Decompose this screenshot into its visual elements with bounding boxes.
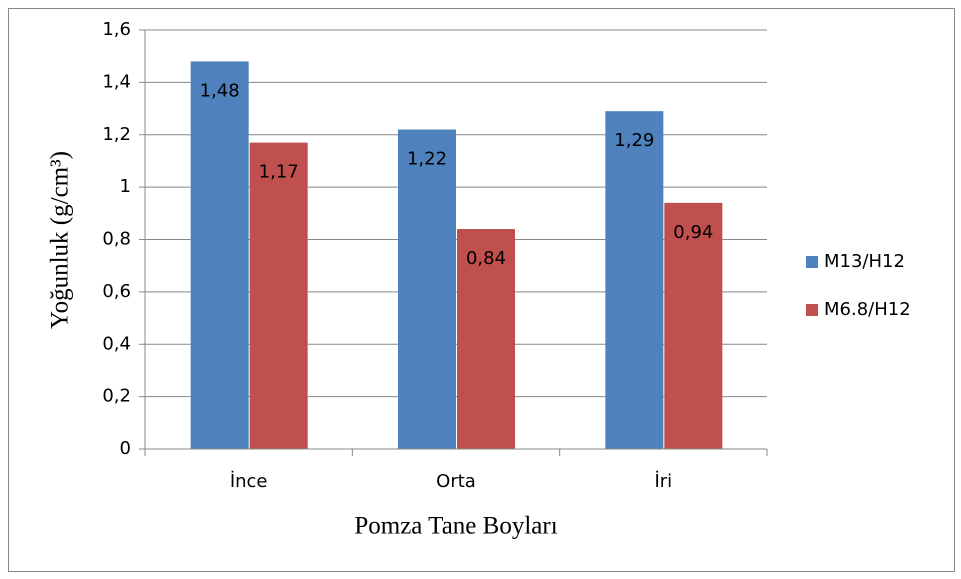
y-tick-label: 0,2 [102, 386, 131, 407]
x-tick-label: Orta [436, 471, 476, 492]
legend-swatch [806, 256, 818, 268]
legend-swatch [806, 304, 818, 316]
legend-label: M13/H12 [824, 251, 905, 272]
x-tick-label: İnce [230, 471, 268, 492]
x-axis-title: Pomza Tane Boyları [354, 513, 557, 540]
y-tick-label: 0,4 [102, 333, 131, 354]
y-tick-label: 0 [120, 438, 131, 459]
bar [664, 202, 723, 449]
bar [249, 142, 308, 449]
y-axis-title: Yoğunluk (g/cm³) [47, 151, 74, 329]
data-label: 1,48 [200, 80, 240, 101]
data-label: 1,29 [614, 130, 654, 151]
bar [457, 229, 515, 449]
bar [190, 61, 249, 450]
y-tick-label: 1,2 [102, 124, 131, 145]
y-tick-label: 0,6 [102, 281, 131, 302]
y-tick-label: 1,4 [102, 71, 131, 92]
data-label: 0,94 [673, 222, 713, 243]
y-tick-label: 0,8 [102, 229, 131, 250]
x-tick-label: İri [654, 471, 672, 492]
data-label: 1,22 [407, 149, 447, 170]
legend-label: M6.8/H12 [824, 299, 911, 320]
y-tick-label: 1 [120, 176, 131, 197]
bar [605, 111, 664, 450]
bar [398, 129, 456, 449]
data-label: 0,84 [466, 248, 506, 269]
y-tick-label: 1,6 [102, 19, 131, 40]
data-label: 1,17 [259, 162, 299, 183]
